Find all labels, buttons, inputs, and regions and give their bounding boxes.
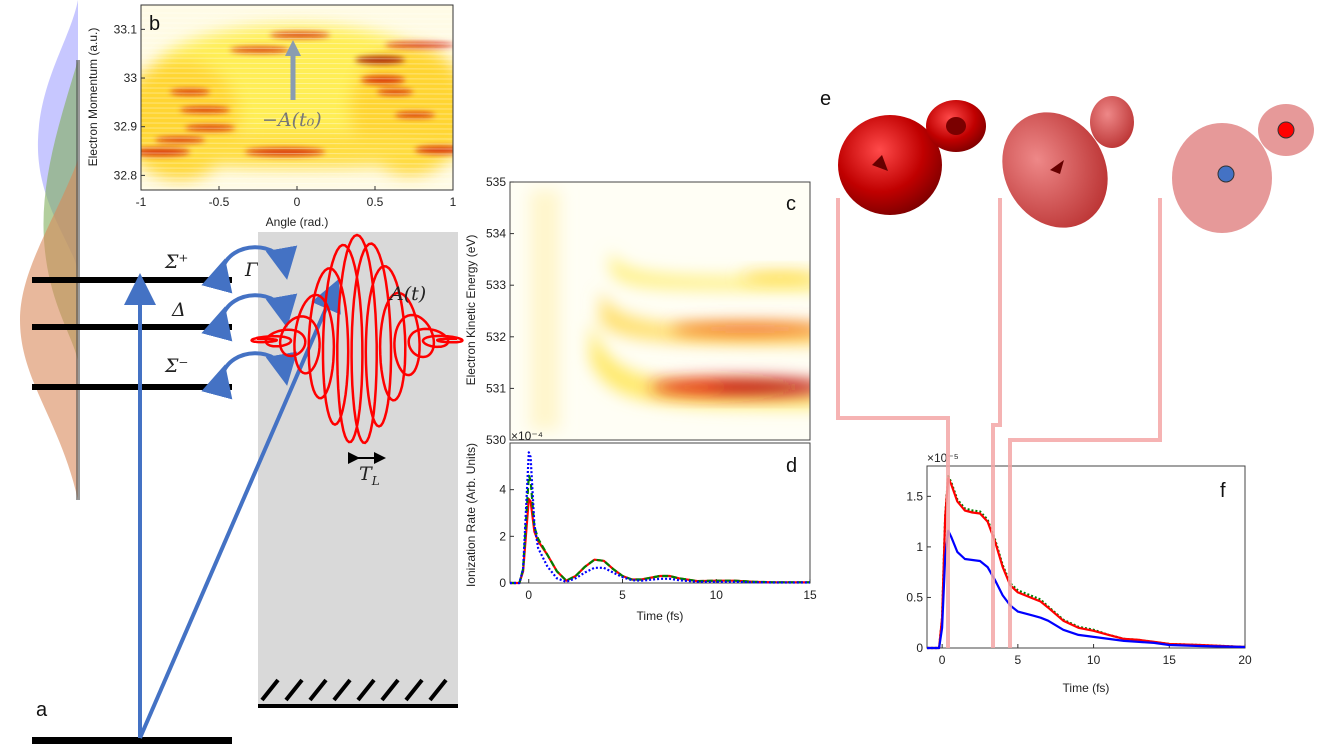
- state-label-sigma-minus: Σ⁻: [164, 355, 188, 377]
- y-tick-label: 32.8: [114, 168, 138, 182]
- y-tick-label: 530: [486, 433, 506, 447]
- panel-d: d ×10⁻⁴ Time (fs) Ionization Rate (Arb. …: [464, 429, 817, 623]
- orbital-1: [838, 100, 986, 215]
- atom-red: [1277, 121, 1295, 139]
- y-tick-label: 0: [499, 576, 506, 590]
- x-tick-label: 10: [1087, 653, 1101, 667]
- y-tick-label: 531: [486, 381, 506, 395]
- x-tick-label: 0: [525, 588, 532, 602]
- panel-c: c 530 531 532 533 534 535 Electron Kinetic En…: [464, 175, 811, 447]
- atom-blue: [1217, 165, 1235, 183]
- panel-label-a: a: [36, 699, 48, 721]
- panel-label-b: b: [149, 13, 160, 35]
- coupling-arrows: [201, 245, 298, 400]
- x-tick-label: 0: [294, 195, 301, 209]
- panel-label-d: d: [786, 455, 797, 477]
- coupling-label-gamma: Γ: [244, 259, 259, 281]
- state-label-delta: Δ: [171, 299, 186, 321]
- y-tick-label: 1.5: [906, 489, 923, 503]
- exponent-label-f: ×10⁻⁵: [927, 451, 959, 465]
- x-tick-label: 5: [1015, 653, 1022, 667]
- momentum-arrowhead: [285, 40, 301, 56]
- x-tick-label: -1: [136, 195, 147, 209]
- series-line-2: [510, 451, 810, 585]
- panel-label-e: e: [820, 88, 831, 110]
- x-tick-label: 15: [803, 588, 817, 602]
- state-label-sigma-plus: Σ⁺: [164, 251, 188, 273]
- y-tick-label: 2: [499, 529, 506, 543]
- x-tick-label: 15: [1163, 653, 1177, 667]
- continuum-box: [258, 232, 458, 704]
- y-tick-label: 532: [486, 330, 506, 344]
- orbital-2: [1002, 96, 1134, 228]
- y-tick-label: 33: [124, 71, 138, 85]
- y-axis-label-c: Electron Kinetic Energy (eV): [464, 235, 478, 386]
- x-axis-label-d: Time (fs): [637, 609, 684, 623]
- orbital-3: [1172, 104, 1314, 233]
- panel-b: −A(t₀) b -1 -0.5 0 0.5 1 32.8 32.9 33 33.1 Angle…: [86, 4, 457, 229]
- y-tick-label: 533: [486, 278, 506, 292]
- y-tick-label: 33.1: [114, 22, 138, 36]
- y-tick-label: 0.5: [906, 590, 923, 604]
- wavepacket-distributions: [20, 0, 80, 500]
- panel-label-f: f: [1220, 480, 1226, 502]
- x-tick-label: 20: [1238, 653, 1252, 667]
- panel-e: e: [820, 88, 1314, 233]
- x-tick-label: 0.5: [367, 195, 384, 209]
- annotation-minus-A-t0: −A(t₀): [262, 109, 322, 131]
- x-axis-label-b: Angle (rad.): [266, 215, 329, 229]
- exponent-label-d: ×10⁻⁴: [511, 429, 543, 443]
- surface-hatch: [258, 678, 458, 708]
- excitation-arrows: [124, 273, 341, 739]
- x-tick-label: 1: [450, 195, 457, 209]
- y-axis-label-b: Electron Momentum (a.u.): [86, 28, 100, 167]
- x-tick-label: -0.5: [209, 195, 230, 209]
- x-tick-label: 10: [710, 588, 724, 602]
- field-label: A(t): [388, 283, 426, 305]
- y-tick-label: 0: [916, 641, 923, 655]
- heatmap-b: [141, 7, 453, 190]
- time-connectors: [836, 198, 1162, 648]
- y-tick-label: 4: [499, 483, 506, 497]
- heatmap-c: [530, 190, 810, 430]
- y-tick-label: 534: [486, 227, 506, 241]
- y-tick-label: 32.9: [114, 120, 138, 134]
- panel-f: f ×10⁻⁵ Time (fs) 0 5 10 15 20 0 0.5 1 1.5: [906, 451, 1252, 695]
- y-tick-label: 1: [916, 540, 923, 554]
- y-tick-label: 535: [486, 175, 506, 189]
- vector-potential-pulse: [250, 233, 464, 445]
- x-axis-label-f: Time (fs): [1063, 681, 1110, 695]
- x-tick-label: 5: [619, 588, 626, 602]
- x-tick-label: 0: [939, 653, 946, 667]
- panel-label-c: c: [786, 193, 796, 215]
- y-axis-label-d: Ionization Rate (Arb. Units): [464, 443, 478, 587]
- period-label: TL: [359, 463, 380, 488]
